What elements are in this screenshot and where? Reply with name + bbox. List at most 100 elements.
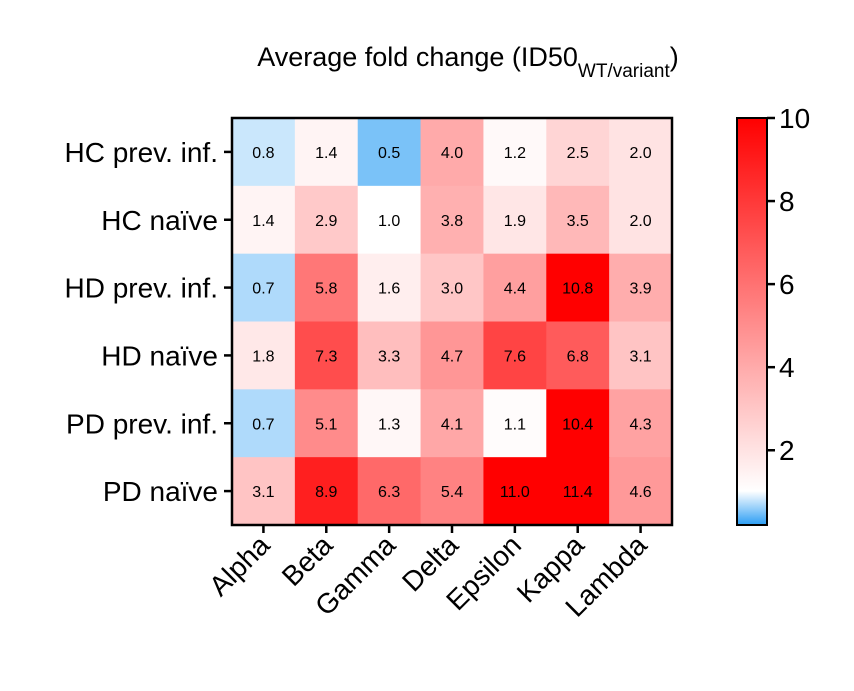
cell-value-label: 5.8 (315, 281, 337, 298)
y-tick-label: PD naïve (103, 476, 218, 507)
heatmap-cell (420, 389, 484, 458)
heatmap-cell (420, 321, 484, 390)
heatmap-cell (609, 321, 673, 390)
cell-value-label: 3.1 (252, 484, 274, 501)
heatmap-cell (609, 118, 673, 187)
y-axis: HC prev. inf. HC naïve HD prev. inf. HD naï… (64, 137, 232, 507)
cell-value-label: 2.9 (315, 213, 337, 230)
heatmap-cell (232, 185, 296, 255)
heatmap-cell (294, 457, 359, 526)
heatmap-cell (294, 118, 359, 187)
heatmap-cell (483, 185, 547, 255)
heatmap-cell (546, 253, 610, 322)
cell-value-label: 1.4 (315, 145, 337, 162)
heatmap-cell (232, 389, 296, 458)
cell-value-label: 7.6 (504, 348, 526, 365)
cell-value-label: 2.5 (567, 145, 589, 162)
x-tick-label: Alpha (203, 529, 276, 602)
cell-value-label: 11.4 (563, 484, 593, 501)
heatmap-cell (357, 321, 422, 390)
heatmap-cell (294, 321, 359, 390)
heatmap-cell (483, 118, 547, 187)
heatmap-cell (483, 253, 547, 322)
colorbar-tick-label: 8 (779, 186, 795, 217)
heatmap-cell (609, 389, 673, 458)
heatmap-cell (294, 389, 359, 458)
cell-value-label: 10.4 (562, 416, 593, 433)
heatmap-cell (294, 253, 359, 322)
heatmap-cell (609, 185, 673, 255)
colorbar: 2 4 6 8 10 (736, 103, 810, 526)
heatmap-cell (609, 253, 673, 322)
cell-value-label: 4.6 (629, 484, 651, 501)
colorbar-tick-label: 6 (779, 269, 795, 300)
cell-value-label: 4.1 (441, 416, 463, 433)
y-tick-label: HD naïve (101, 340, 218, 371)
heatmap-cell (357, 185, 422, 255)
cell-value-label: 6.3 (378, 484, 400, 501)
cell-value-label: 1.1 (504, 416, 526, 433)
heatmap-cell (546, 321, 610, 390)
colorbar-gradient (736, 117, 768, 526)
cell-value-label: 3.1 (629, 348, 651, 365)
cell-value-label: 1.8 (252, 348, 274, 365)
colorbar-tick-label: 4 (779, 352, 795, 383)
cell-value-label: 5.4 (441, 484, 463, 501)
heatmap-cell (294, 185, 359, 255)
heatmap-cell (357, 457, 422, 526)
cell-value-label: 4.4 (504, 281, 526, 298)
heatmap-value-labels: 0.8 1.4 0.5 4.0 1.2 2.5 2.0 1.4 2.9 1.0 3.8 1.9 3.5 2… (252, 145, 651, 501)
heatmap-cell (483, 457, 547, 526)
heatmap-cell (232, 457, 296, 526)
cell-value-label: 4.0 (441, 145, 463, 162)
y-tick-label: HC prev. inf. (64, 137, 218, 168)
heatmap-cell (420, 118, 484, 187)
heatmap-cell (483, 389, 547, 458)
cell-value-label: 3.9 (629, 281, 651, 298)
heatmap-cell (609, 457, 673, 526)
heatmap-cell (232, 118, 296, 187)
cell-value-label: 1.3 (378, 416, 400, 433)
heatmap-cell (232, 321, 296, 390)
heatmap-cell (420, 253, 484, 322)
heatmap-cell (232, 253, 296, 322)
heatmap-cell (546, 389, 610, 458)
cell-value-label: 8.9 (315, 484, 337, 501)
cell-value-label: 1.2 (504, 145, 526, 162)
y-tick-label: HD prev. inf. (64, 273, 218, 304)
cell-value-label: 0.7 (252, 281, 274, 298)
cell-value-label: 3.3 (378, 348, 400, 365)
cell-value-label: 7.3 (315, 348, 337, 365)
cell-value-label: 0.5 (378, 145, 400, 162)
cell-value-label: 10.8 (562, 281, 593, 298)
cell-value-label: 1.9 (504, 213, 526, 230)
cell-value-label: 4.3 (629, 416, 651, 433)
cell-value-label: 0.7 (252, 416, 274, 433)
heatmap-cell (420, 457, 484, 526)
cell-value-label: 6.8 (567, 348, 589, 365)
heatmap-cell (483, 321, 547, 390)
heatmap-cells (232, 118, 673, 526)
cell-value-label: 3.8 (441, 213, 463, 230)
cell-value-label: 1.4 (252, 213, 274, 230)
cell-value-label: 2.0 (629, 213, 651, 230)
colorbar-tick-label: 10 (779, 103, 810, 134)
cell-value-label: 2.0 (629, 145, 651, 162)
cell-value-label: 1.0 (378, 213, 400, 230)
y-tick-label: HC naïve (101, 205, 218, 236)
cell-value-label: 5.1 (315, 416, 337, 433)
heatmap-cell (420, 185, 484, 255)
heatmap-cell (546, 457, 610, 526)
cell-value-label: 4.7 (441, 348, 463, 365)
cell-value-label: 3.5 (567, 213, 589, 230)
heatmap-cell (357, 118, 422, 187)
heatmap-cell (357, 389, 422, 458)
cell-value-label: 3.0 (441, 281, 463, 298)
chart-title: Average fold change (ID50WT/variant) (257, 42, 679, 82)
cell-value-label: 11.0 (500, 484, 530, 501)
y-tick-label: PD prev. inf. (66, 408, 218, 439)
heatmap-cell (546, 118, 610, 187)
cell-value-label: 0.8 (252, 145, 274, 162)
